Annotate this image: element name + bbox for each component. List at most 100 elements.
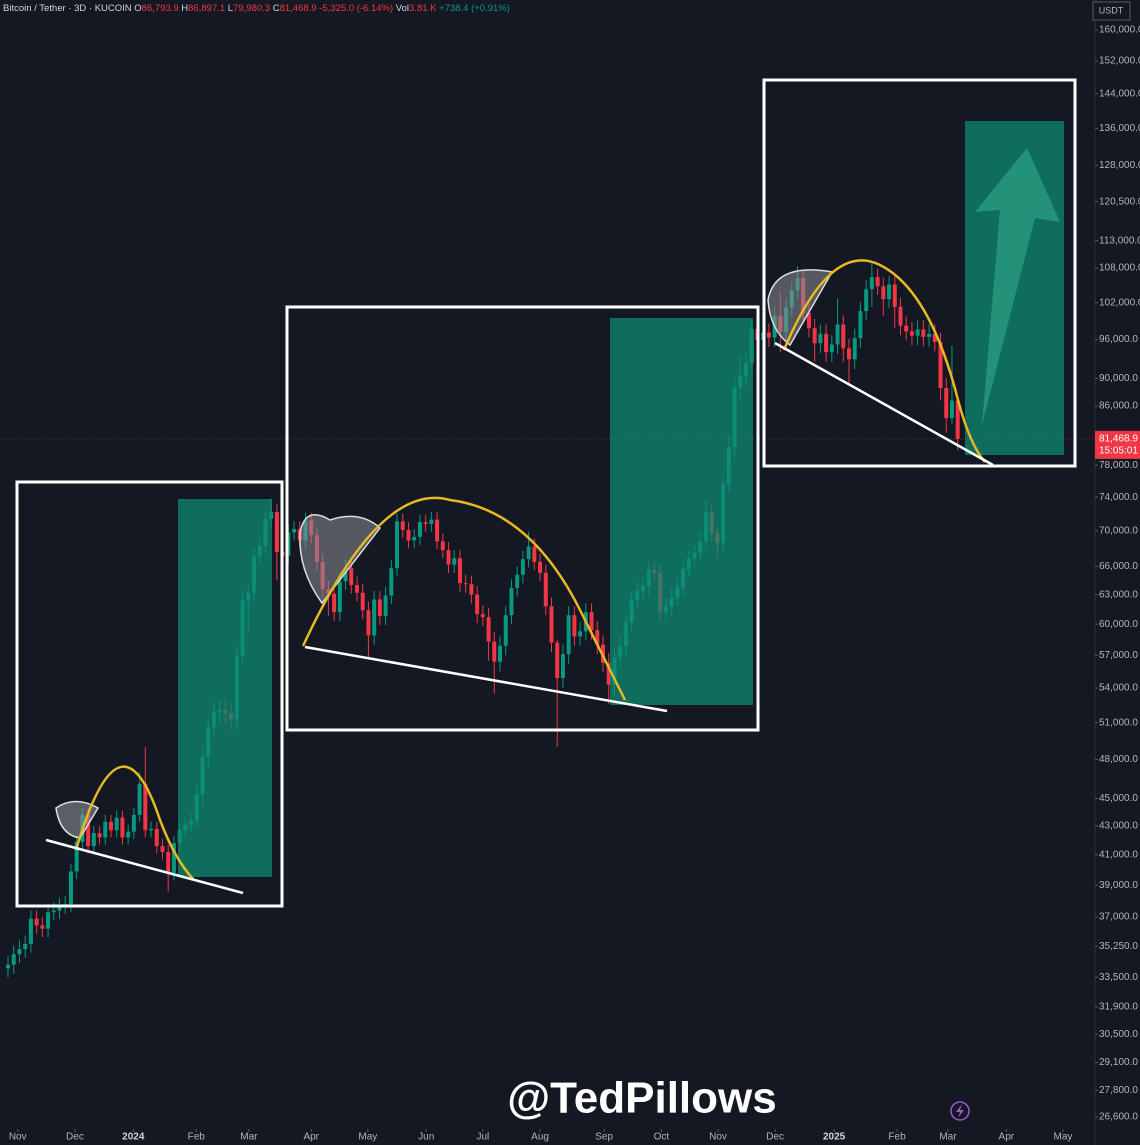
x-tick-label: Apr [999,1132,1015,1143]
countdown: 15:05:01 [1099,446,1138,457]
candle-body [475,594,480,615]
candle-body [34,918,39,926]
candle-body [806,312,811,329]
y-tick-label: 96,000.0 [1099,334,1138,345]
x-tick-label: Apr [303,1132,319,1143]
y-tick-label: 51,000.0 [1099,717,1138,728]
arrow [975,148,1060,425]
candle-body [389,568,394,596]
candle-body [120,817,125,838]
candle-body [143,783,148,831]
candle-body [423,522,428,524]
y-tick-label: 63,000.0 [1099,589,1138,600]
candle-body [578,631,583,637]
candle-body [515,574,520,588]
arc [782,259,986,463]
candle-body [23,943,28,950]
y-tick-label: 41,000.0 [1099,850,1138,861]
vol: 3.81 K [409,3,437,14]
candle-body [383,595,388,617]
x-tick-label: Feb [188,1132,206,1143]
y-tick-label: 33,500.0 [1099,972,1138,983]
candle-body [509,587,514,616]
candle-body [360,592,365,611]
candle-body [412,536,417,541]
currency: USDT [1099,5,1124,15]
y-tick-label: 128,000.0 [1099,160,1140,171]
box [762,78,1077,468]
candle-body [835,324,840,345]
candle-body [812,328,817,344]
candle-body [560,654,565,679]
candle-body [463,583,468,585]
change: -5,325.0 (-6.14%) [319,3,394,14]
x-tick-label: May [358,1132,377,1143]
candle-body [606,662,611,685]
candle-body [486,617,491,642]
vol-change: +738.4 (+0.91%) [439,3,510,14]
candle-body [457,558,462,584]
y-tick-label: 136,000.0 [1099,123,1140,134]
ohlc: O86,793.9 H86,897.1 L79,980.3 C81,468.9 [134,3,319,14]
arc [301,496,627,701]
candle-body [829,344,834,353]
shape [299,514,382,605]
candle-body [292,529,297,533]
y-tick-label: 48,000.0 [1099,754,1138,765]
y-tick-label: 108,000.0 [1099,263,1140,274]
y-tick-label: 60,000.0 [1099,619,1138,630]
candle-body [446,550,451,565]
icon[interactable] [950,1101,970,1121]
candle-body [892,284,897,307]
candle-body [154,828,159,847]
box [285,305,760,732]
candle-body [549,606,554,643]
y-tick-label: 74,000.0 [1099,492,1138,503]
candle-body [824,333,829,353]
candle-body [852,338,857,360]
candle-body [898,306,903,326]
candle-body [766,332,771,338]
candle-body [108,821,113,831]
last-price-tag [1095,430,1140,459]
y-tick-label: 86,000.0 [1099,401,1138,412]
y-tick-label: 113,000.0 [1099,235,1140,246]
candle-body [395,521,400,569]
candle-body [595,630,600,645]
y-tick-label: 78,000.0 [1099,460,1138,471]
y-tick-label: 26,600.0 [1099,1112,1138,1123]
vol-key: Vol [395,3,410,14]
target-zone [610,318,753,705]
y-tick-label: 120,500.0 [1099,196,1140,207]
shape [55,800,100,839]
candle-body [538,561,543,573]
candle-body [137,783,142,815]
candle-layer [0,260,1095,978]
candle-body [452,558,457,565]
x-tick-label: Oct [654,1132,670,1143]
candle-body [589,612,594,631]
candle-body [949,400,954,419]
candle-body [40,925,45,929]
candle-body [869,277,874,290]
y-tick-label: 152,000.0 [1099,56,1140,67]
candle-body [503,615,508,646]
field-value: 86,793.9 [141,3,179,14]
candle-body [103,821,108,838]
candle-body [337,581,342,613]
candle-body [343,568,348,582]
candle-body [97,833,102,838]
y-tick-label: 102,000.0 [1099,297,1140,308]
x-tick-label: Feb [888,1132,906,1143]
candle-body [354,585,359,593]
candle-body [875,277,880,287]
candle-body [904,325,909,332]
candle-body [915,329,920,336]
candle-body [938,341,943,389]
candle-body [86,814,91,847]
candle-body [480,614,485,618]
y-tick-label: 29,100.0 [1099,1057,1138,1068]
y-tick-label: 27,800.0 [1099,1085,1138,1096]
arc [74,765,195,881]
